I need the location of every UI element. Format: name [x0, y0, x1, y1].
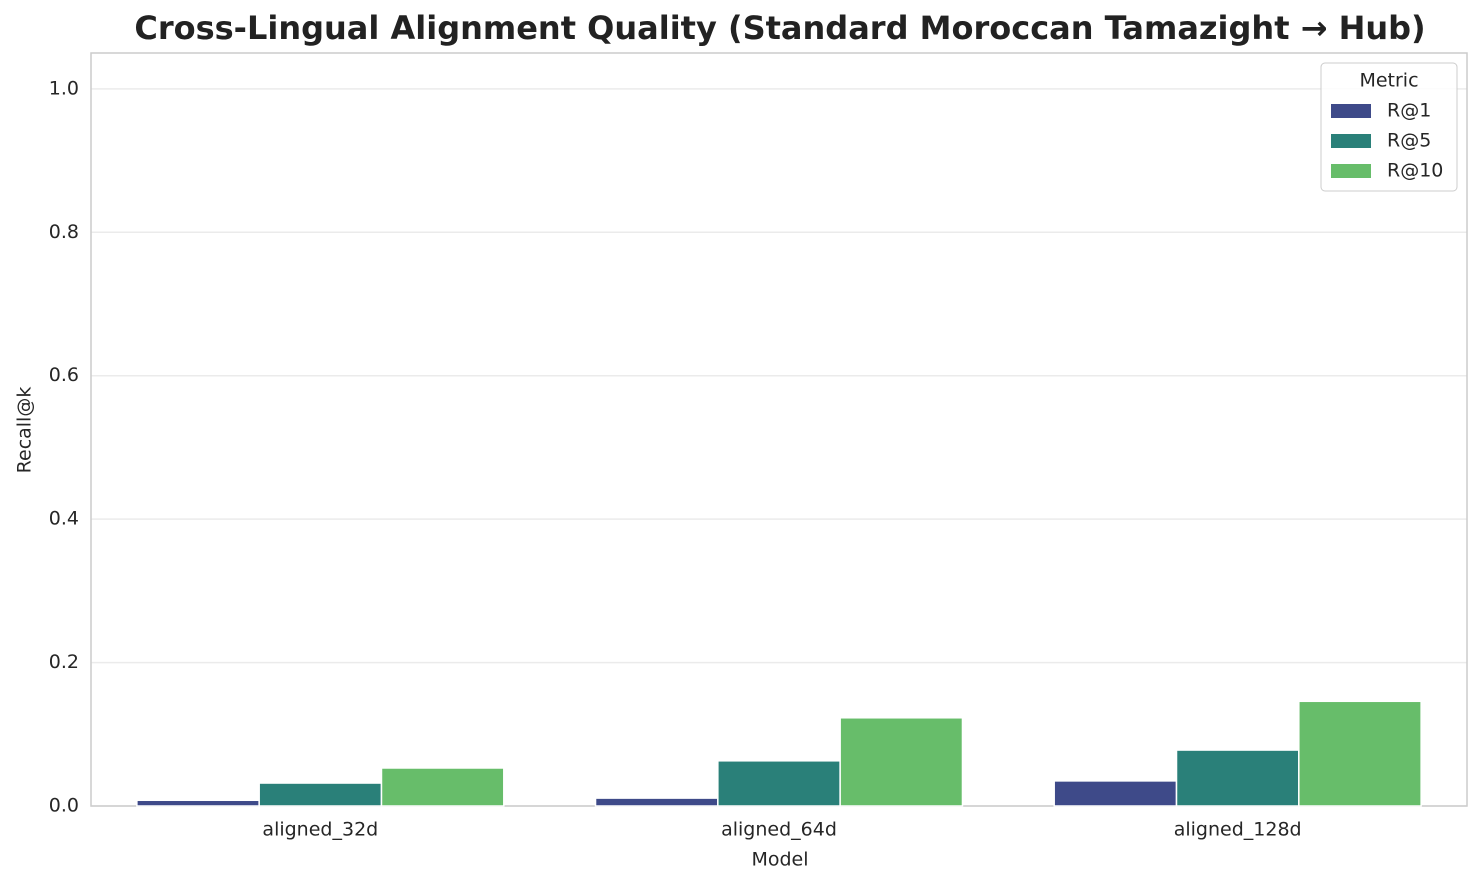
y-tick-label: 0.4	[49, 508, 79, 530]
bar	[1298, 700, 1422, 807]
legend-label: R@10	[1387, 160, 1443, 182]
x-tick-label: aligned_64d	[721, 819, 837, 841]
bar	[136, 799, 260, 807]
legend-label: R@1	[1387, 100, 1431, 122]
bar	[1053, 780, 1178, 807]
legend-swatch	[1331, 104, 1371, 118]
bar	[594, 797, 719, 807]
chart-title: Cross-Lingual Alignment Quality (Standar…	[134, 9, 1425, 47]
bar	[258, 782, 383, 807]
legend-swatch	[1331, 134, 1371, 148]
y-tick-label: 0.6	[49, 364, 79, 386]
bar	[717, 760, 841, 807]
y-tick-label: 1.0	[49, 77, 79, 99]
bar	[1175, 749, 1300, 807]
bar	[380, 767, 505, 807]
y-axis-label: Recall@k	[14, 387, 36, 474]
legend-swatch	[1331, 164, 1371, 178]
x-tick-label: aligned_32d	[262, 819, 378, 841]
x-axis-label: Model	[751, 849, 808, 871]
x-tick-label: aligned_128d	[1174, 819, 1302, 841]
y-tick-label: 0.8	[49, 221, 79, 243]
y-tick-label: 0.2	[49, 651, 79, 673]
bar	[839, 717, 964, 807]
legend-title: Metric	[1359, 70, 1418, 92]
plot-frame	[90, 52, 1468, 807]
legend-box	[1320, 62, 1458, 192]
legend-label: R@5	[1387, 130, 1431, 152]
y-tick-label: 0.0	[49, 795, 79, 817]
